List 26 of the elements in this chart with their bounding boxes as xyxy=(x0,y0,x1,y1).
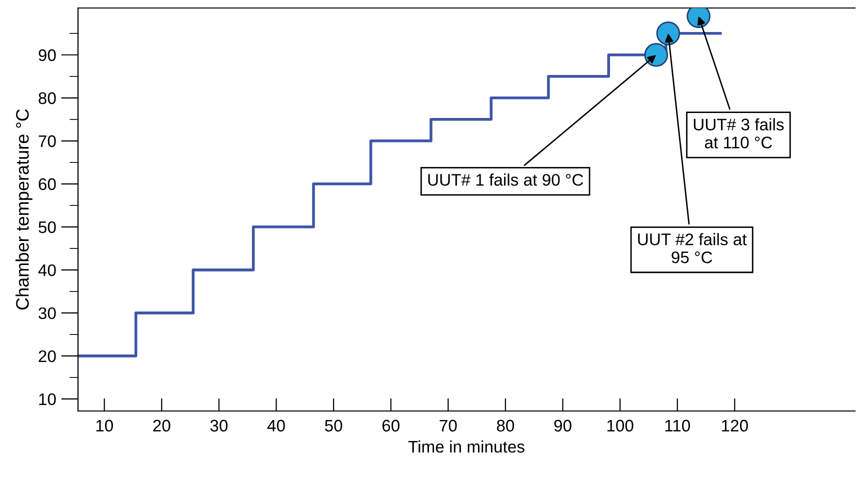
annotation: UUT# 3 fails at 110 °C xyxy=(694,118,784,148)
x-tick-label: 100 xyxy=(607,420,634,432)
x-tick-label: 20 xyxy=(153,420,170,432)
x-tick-label: 120 xyxy=(722,420,748,432)
y-tick-label: 80 xyxy=(38,92,56,104)
y-axis-title: Chamber temperature °C xyxy=(16,109,32,310)
x-tick-label: 80 xyxy=(496,420,514,432)
x-tick-label: 70 xyxy=(440,420,457,432)
annotation: UUT# 1 fails at 90 °C xyxy=(428,174,584,186)
y-tick-label: 70 xyxy=(38,135,56,148)
annotation: UUT #2 fails at 95 °C xyxy=(638,233,747,264)
y-tick-label: 60 xyxy=(38,178,56,190)
x-axis-title: Time in minutes xyxy=(408,440,524,453)
y-tick-label: 20 xyxy=(38,350,56,362)
y-tick-label: 40 xyxy=(38,264,56,276)
x-tick-label: 90 xyxy=(554,420,572,432)
x-tick-label: 10 xyxy=(96,420,113,432)
y-tick-label: 30 xyxy=(38,307,56,320)
y-tick-label: 10 xyxy=(39,393,56,406)
x-tick-label: 110 xyxy=(665,420,690,432)
y-tick-label: 50 xyxy=(38,221,56,234)
y-tick-label: 90 xyxy=(38,49,56,62)
x-tick-label: 30 xyxy=(210,420,228,432)
x-tick-label: 60 xyxy=(382,420,400,432)
x-tick-label: 50 xyxy=(324,420,342,432)
x-tick-label: 40 xyxy=(267,420,285,432)
